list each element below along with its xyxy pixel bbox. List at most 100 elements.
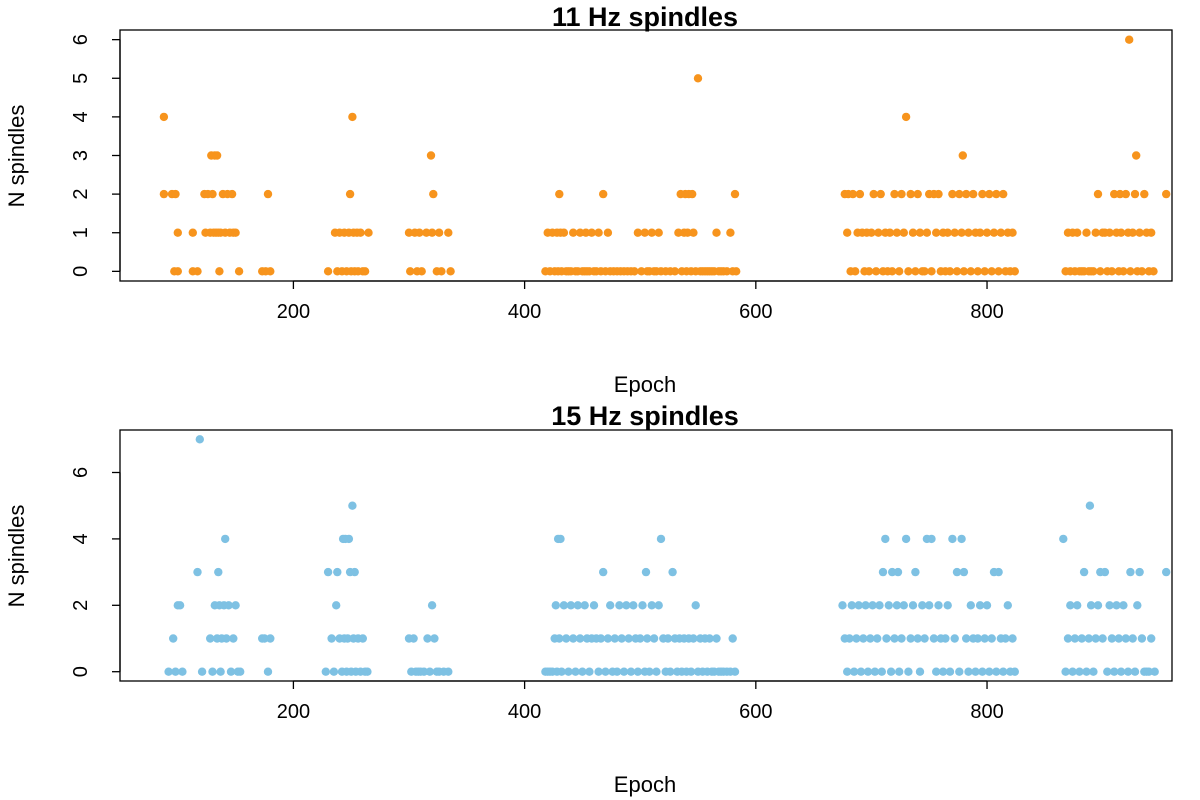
data-point — [920, 267, 929, 276]
data-point — [881, 534, 890, 544]
y-tick-label: 4 — [70, 111, 92, 122]
data-point — [571, 667, 580, 676]
data-point — [987, 267, 996, 276]
data-points — [159, 35, 1171, 276]
panel-title: 11 Hz spindles — [552, 2, 738, 32]
data-point — [904, 667, 913, 676]
data-point — [649, 634, 659, 643]
data-point — [594, 667, 603, 676]
data-point — [948, 189, 957, 199]
data-points — [164, 435, 1171, 676]
data-point — [730, 667, 740, 676]
data-point — [948, 534, 957, 544]
data-point — [1098, 634, 1107, 643]
data-point — [856, 667, 866, 676]
data-point — [599, 189, 608, 199]
data-point — [206, 634, 215, 643]
data-point — [559, 601, 569, 610]
data-point — [683, 228, 692, 237]
data-point — [332, 601, 341, 610]
data-point — [973, 267, 982, 276]
data-point — [193, 567, 202, 577]
data-point — [348, 501, 357, 510]
y-tick-label: 3 — [70, 150, 92, 161]
data-point — [640, 228, 649, 237]
data-point — [955, 189, 964, 199]
data-point — [610, 634, 619, 643]
data-point — [886, 667, 896, 676]
data-point — [430, 634, 439, 643]
data-point — [915, 667, 925, 676]
data-point — [1059, 534, 1068, 544]
x-tick-label: 800 — [970, 701, 1003, 723]
data-point — [654, 601, 663, 610]
data-point — [1150, 667, 1159, 676]
data-point — [966, 601, 975, 610]
data-point — [1075, 667, 1084, 676]
data-point — [1082, 228, 1091, 237]
data-point — [843, 667, 852, 676]
data-point — [982, 601, 992, 610]
data-point — [569, 228, 578, 237]
data-point — [1077, 634, 1087, 643]
data-point — [958, 151, 967, 160]
data-point — [263, 667, 273, 676]
data-point — [566, 601, 576, 610]
data-point — [691, 601, 700, 610]
data-point — [323, 567, 333, 577]
data-point — [985, 189, 994, 199]
data-point — [589, 601, 599, 610]
data-point — [934, 189, 943, 199]
data-point — [1130, 189, 1140, 199]
data-point — [1115, 189, 1125, 199]
data-point — [419, 667, 429, 676]
data-point — [964, 228, 973, 237]
data-point — [343, 634, 352, 643]
data-point — [1008, 228, 1017, 237]
data-point — [980, 267, 989, 276]
data-point — [1093, 601, 1103, 610]
data-point — [615, 601, 624, 610]
x-tick-label: 600 — [739, 301, 772, 323]
data-point — [1121, 189, 1131, 199]
data-point — [962, 189, 971, 199]
data-point — [573, 601, 582, 610]
data-point — [208, 667, 217, 676]
data-point — [1116, 667, 1126, 676]
data-point — [890, 189, 899, 199]
data-point — [619, 667, 629, 676]
data-point — [670, 267, 680, 276]
data-point — [945, 667, 955, 676]
data-point — [1162, 567, 1171, 577]
data-point — [1110, 189, 1119, 199]
data-point — [1010, 667, 1019, 676]
data-point — [1105, 228, 1114, 237]
x-tick-label: 400 — [508, 701, 541, 723]
data-point — [638, 601, 647, 610]
data-point — [1149, 267, 1158, 276]
data-point — [656, 534, 666, 544]
data-point — [712, 228, 721, 237]
data-point — [901, 534, 911, 544]
data-point — [987, 634, 996, 643]
data-point — [564, 667, 573, 676]
data-point — [913, 634, 922, 643]
y-axis: 0 2 4 6 — [70, 467, 121, 677]
data-point — [364, 228, 373, 237]
data-point — [617, 634, 626, 643]
data-point — [1119, 601, 1128, 610]
data-point — [941, 634, 950, 643]
data-point — [1135, 567, 1144, 577]
data-point — [224, 601, 233, 610]
data-point — [852, 634, 861, 643]
data-point — [1126, 267, 1135, 276]
data-point — [888, 267, 897, 276]
data-point — [647, 601, 656, 610]
data-point — [934, 601, 943, 610]
data-point — [950, 228, 959, 237]
data-point — [344, 534, 354, 544]
x-axis-label: Epoch — [614, 372, 676, 397]
data-point — [599, 567, 608, 577]
data-point — [969, 189, 978, 199]
